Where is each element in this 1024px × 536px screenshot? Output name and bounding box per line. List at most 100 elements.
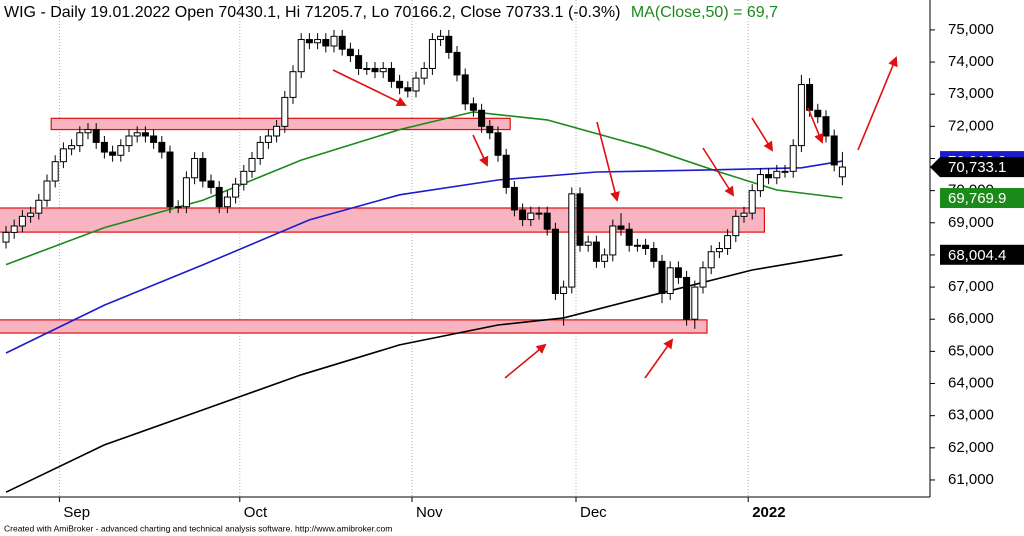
candle-body [806, 84, 814, 111]
candle-body [486, 125, 494, 134]
candle-body [445, 35, 453, 53]
candle-body [281, 96, 289, 127]
candle-body [27, 212, 35, 217]
candle-body [68, 145, 76, 150]
ma-title: MA(Close,50) = 69,7 [631, 4, 778, 21]
arrow [702, 147, 735, 197]
value-box [940, 244, 1024, 265]
candle-body [314, 39, 322, 44]
candle-body [150, 135, 158, 143]
candle-body [560, 286, 568, 295]
candle-body [502, 154, 510, 188]
candle-body [10, 225, 18, 233]
candle-body [330, 35, 338, 47]
candle-body [592, 241, 600, 262]
candle-body [166, 151, 174, 208]
candle-body [748, 190, 756, 214]
candle-body [396, 80, 404, 89]
candle-body [297, 39, 305, 73]
candle-body [109, 151, 117, 156]
value-box [930, 157, 1024, 178]
footer: Created with AmiBroker - advanced charti… [4, 523, 392, 533]
candle-body [535, 212, 543, 215]
candle-body [527, 212, 535, 221]
candle-body [724, 235, 732, 249]
candle-body [355, 55, 363, 69]
x-tick-label: Sep [63, 504, 90, 521]
candle-body [674, 267, 682, 278]
candle-body [469, 103, 477, 111]
candle-body [215, 186, 223, 208]
candle-body [289, 71, 297, 98]
zone [0, 207, 765, 233]
y-tick-label: 63,000 [948, 407, 994, 424]
arrow [807, 107, 824, 144]
candle-body [59, 148, 67, 163]
candle-body [633, 244, 641, 247]
y-tick-label: 75,000 [948, 21, 994, 38]
candle-body [404, 87, 412, 92]
title-text: WIG - Daily 19.01.2022 Open 70430.1, Hi … [4, 4, 620, 21]
candle-body [797, 84, 805, 147]
candle-body [117, 145, 125, 156]
candle-body [223, 196, 231, 208]
zone [50, 117, 511, 131]
candle-body [125, 135, 133, 147]
candle-body [363, 67, 371, 70]
plot-area [0, 0, 846, 497]
candle-body [387, 67, 395, 82]
candle-body [100, 141, 108, 153]
candle-body [683, 276, 691, 320]
y-tick-label: 62,000 [948, 439, 994, 456]
candle-body [248, 157, 256, 172]
candle-body [543, 212, 551, 230]
candle-body [322, 39, 330, 47]
candle-body [551, 228, 559, 295]
candle-body [346, 48, 354, 57]
arrow [751, 117, 774, 152]
candle-body [18, 215, 26, 227]
candle-body [822, 116, 830, 137]
value-box-label: 68,004.4 [948, 247, 1006, 264]
candle-body [428, 39, 436, 69]
candle-body [174, 206, 182, 209]
x-tick-label: Nov [416, 504, 443, 521]
candle-body [338, 35, 346, 50]
arrow [504, 343, 547, 379]
candle-body [207, 180, 215, 188]
candle-body [601, 254, 609, 262]
candle-body [658, 260, 666, 295]
value-box-label: 69,769.9 [948, 190, 1006, 207]
y-tick-label: 61,000 [948, 471, 994, 488]
candle-body [199, 157, 207, 182]
candle-body [732, 215, 740, 237]
candle-body [379, 67, 387, 73]
candle-body [568, 193, 576, 288]
arrow [596, 121, 620, 202]
candle-body [412, 77, 420, 92]
candle-body [305, 39, 313, 44]
value-box-label: 70,733.1 [948, 159, 1006, 176]
ma-line [5, 160, 843, 354]
candle-body [478, 109, 486, 127]
title-group: WIG - Daily 19.01.2022 Open 70430.1, Hi … [4, 4, 778, 21]
candle-body [84, 129, 92, 134]
candle-body [666, 267, 674, 295]
candle-body [740, 212, 748, 217]
zone [0, 319, 708, 334]
candle-body [814, 109, 822, 118]
candle-body [420, 67, 428, 79]
candle-body [191, 157, 199, 179]
candle-body [437, 35, 445, 41]
arrow [857, 56, 898, 151]
value-box [940, 188, 1024, 209]
candle-body [781, 170, 789, 173]
annotation-arrows [332, 56, 898, 379]
candle-body [141, 132, 149, 137]
candle-body [35, 199, 43, 214]
candle-body [461, 74, 469, 105]
y-tick-label: 73,000 [948, 85, 994, 102]
candle-body [494, 132, 502, 156]
